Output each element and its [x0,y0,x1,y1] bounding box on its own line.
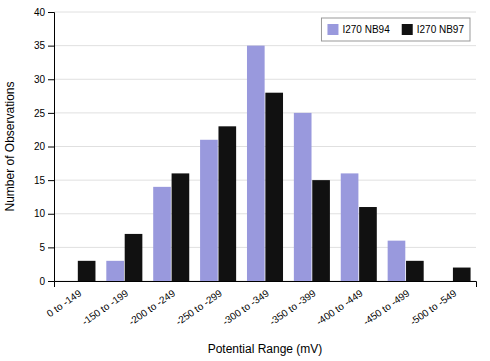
grid-line [54,146,476,147]
grid-line [54,45,476,46]
y-tick-mark [48,180,54,181]
x-tick-label: -250 to -299 [174,287,225,327]
grid-line [54,112,476,113]
bar [106,261,124,281]
grid [54,12,476,281]
y-tick-mark [48,147,54,148]
bar-series [78,93,471,281]
x-axis: 0 to -149-150 to -199-200 to -249-250 to… [45,282,477,328]
x-tick: -250 to -299 [174,287,225,327]
y-tick-label: 40 [34,7,46,18]
chart: 0 to -149-150 to -199-200 to -249-250 to… [0,0,490,361]
y-tick-label: 15 [34,175,46,186]
y-tick-label: 5 [39,242,45,253]
y-axis: 0 5 10 15 20 25 30 35 40 [34,7,55,287]
y-tick-label: 0 [39,276,45,287]
y-tick: 40 [34,7,54,18]
y-tick-mark [48,113,54,114]
legend-swatch [402,24,413,35]
x-tick: 0 to -149 [45,287,84,319]
y-tick-mark [48,12,54,13]
y-tick-mark [48,214,54,215]
y-tick-label: 30 [34,74,46,85]
bar [125,234,143,281]
grid-line [54,247,476,248]
y-tick-mark [48,46,54,47]
x-tick-label: -350 to -399 [267,287,318,327]
bar [312,180,330,281]
x-tick-label: 0 to -149 [45,287,84,319]
bar [359,207,377,281]
bar-series [106,46,405,281]
bars [78,46,471,281]
y-tick-label: 10 [34,208,46,219]
y-tick-mark [48,79,54,80]
x-tick: -500 to -549 [408,287,459,327]
y-tick: 15 [34,175,54,186]
y-tick-label: 25 [34,108,46,119]
y-tick-label: 35 [34,40,46,51]
x-axis-line [55,282,477,288]
bar [388,241,406,281]
y-tick: 0 [39,276,54,287]
x-axis-title: Potential Range (mV) [208,342,323,356]
bar [453,268,471,281]
y-tick: 30 [34,74,54,85]
grid-line [54,12,476,13]
x-tick: -400 to -449 [314,287,365,327]
bar [435,281,453,282]
x-tick-label: -150 to -199 [80,287,131,327]
legend-label: I270 NB94 [342,24,390,35]
x-tick: -300 to -349 [220,287,271,327]
bar [218,126,236,281]
legend-item: I270 NB94 [327,24,390,35]
y-tick-mark [48,247,54,248]
legend-item: I270 NB97 [402,24,465,35]
x-tick-label: -400 to -449 [314,287,365,327]
grid-line [54,213,476,214]
y-tick: 10 [34,208,54,219]
plot: 0 to -149-150 to -199-200 to -249-250 to… [34,7,477,328]
x-tick-label: -300 to -349 [220,287,271,327]
x-tick: -450 to -499 [361,287,412,327]
bar [294,113,312,281]
bar [247,46,265,281]
y-tick-mark [48,281,54,282]
legend-swatch [327,24,338,35]
bar [341,173,359,281]
x-tick: -350 to -399 [267,287,318,327]
bar [406,261,424,281]
x-tick-label: -500 to -549 [408,287,459,327]
y-tick: 35 [34,40,54,51]
legend: I270 NB94 I270 NB97 [321,18,470,41]
bar [265,93,283,281]
legend-box [321,18,470,41]
x-tick: -200 to -249 [127,287,178,327]
bar [200,140,218,281]
y-tick-label: 20 [34,141,46,152]
y-tick: 20 [34,141,54,152]
y-axis-title: Number of Observations [3,81,17,211]
bar [78,261,96,281]
x-tick-label: -450 to -499 [361,287,412,327]
bar [172,173,190,281]
x-tick-label: -200 to -249 [127,287,178,327]
grid-line [54,180,476,181]
grid-line [54,79,476,80]
y-axis-line [48,13,55,282]
bar [153,187,171,281]
bar [59,281,77,282]
y-tick: 5 [39,242,54,253]
y-tick: 25 [34,108,54,119]
x-tick: -150 to -199 [80,287,131,327]
legend-label: I270 NB97 [417,24,465,35]
